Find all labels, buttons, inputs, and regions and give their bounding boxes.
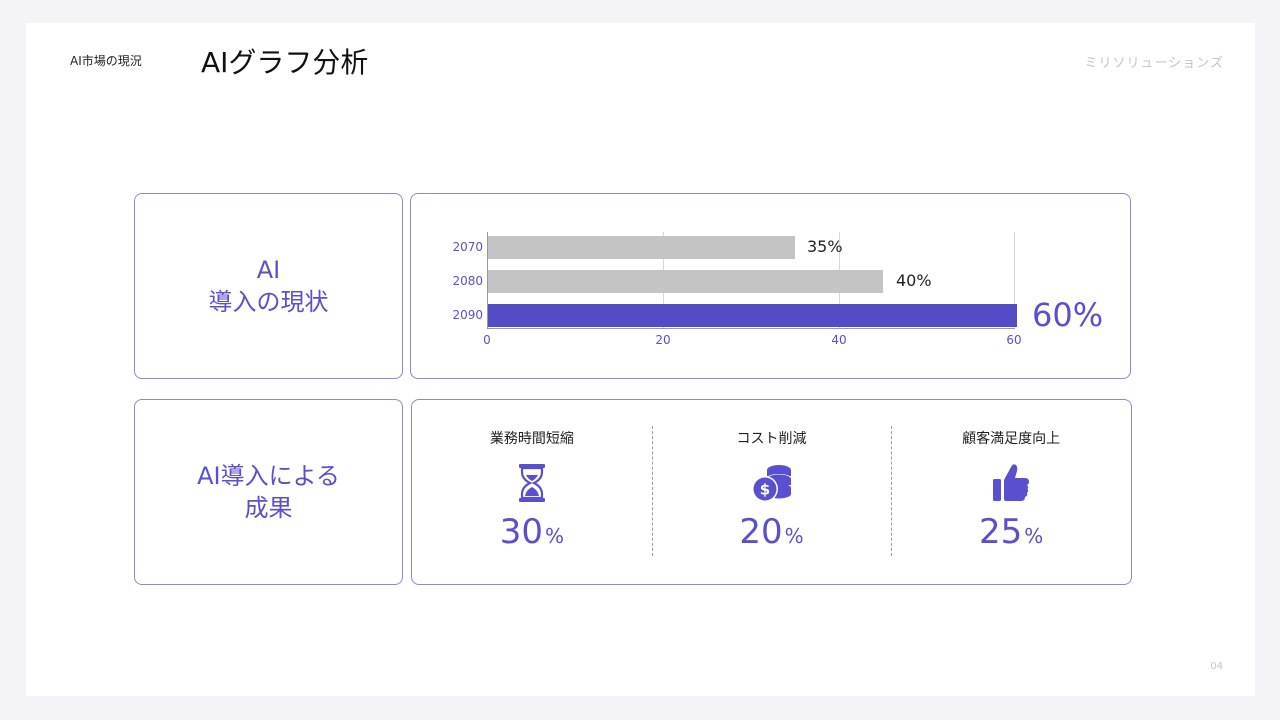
- bar-chart: 35% 40% 60% 2070 2080 2090 0 20 40 60: [452, 232, 1103, 347]
- slide: AI市場の現況 AIグラフ分析 ミリソリューションズ AI 導入の現状 35% …: [26, 23, 1255, 696]
- status-label-line1: AI: [256, 255, 281, 284]
- y-tick-2070: 2070: [452, 240, 483, 254]
- hourglass-icon: [517, 462, 547, 504]
- metric-number: 25: [979, 512, 1023, 552]
- metric-title: 顧客満足度向上: [962, 431, 1061, 447]
- svg-text:$: $: [759, 481, 769, 499]
- y-axis: [487, 232, 488, 329]
- x-tick-0: 0: [483, 333, 491, 347]
- metric-value: 30%: [500, 512, 564, 552]
- page-number: 04: [1210, 661, 1223, 672]
- metric-unit: %: [784, 524, 804, 548]
- section-label: AI市場の現況: [70, 54, 142, 68]
- metric-title: 業務時間短縮: [489, 431, 574, 447]
- results-label-card: AI導入による 成果: [134, 399, 403, 585]
- y-tick-2090: 2090: [452, 308, 483, 322]
- bar-label-2090: 60%: [1032, 296, 1104, 334]
- bar-2080: [487, 270, 883, 293]
- results-label-line2: 成果: [244, 494, 293, 522]
- brand-name: ミリソリューションズ: [1084, 56, 1224, 71]
- metric-customer-satisfaction: 顧客満足度向上 25%: [891, 400, 1131, 584]
- results-label-line1: AI導入による: [197, 461, 340, 490]
- thumbs-up-icon: [992, 462, 1030, 504]
- coins-dollar-icon: $: [751, 462, 793, 504]
- metric-number: 20: [739, 512, 783, 552]
- chart-card: 35% 40% 60% 2070 2080 2090 0 20 40 60: [410, 193, 1131, 379]
- status-label-card: AI 導入の現状: [134, 193, 403, 379]
- x-tick-60: 60: [1006, 333, 1022, 347]
- bar-2090: [487, 304, 1017, 327]
- metric-value: 20%: [739, 512, 803, 552]
- x-axis: [487, 328, 1015, 329]
- metric-time-reduction: 業務時間短縮 30%: [412, 400, 652, 584]
- metric-value: 25%: [979, 512, 1043, 552]
- x-tick-40: 40: [831, 333, 847, 347]
- metric-unit: %: [544, 524, 564, 548]
- status-label-line2: 導入の現状: [208, 288, 329, 316]
- metric-title: コスト削減: [736, 431, 807, 447]
- bar-label-2080: 40%: [896, 271, 932, 290]
- results-card: 業務時間短縮 30% コスト削減: [411, 399, 1132, 585]
- bar-label-2070: 35%: [807, 237, 843, 256]
- metric-number: 30: [499, 512, 543, 552]
- x-tick-20: 20: [655, 333, 671, 347]
- metric-unit: %: [1024, 524, 1044, 548]
- gridline-60: [1014, 232, 1015, 329]
- y-tick-2080: 2080: [452, 274, 483, 288]
- metric-cost-reduction: コスト削減 $ 20%: [651, 400, 892, 584]
- page-title: AIグラフ分析: [201, 46, 369, 79]
- bar-2070: [487, 236, 795, 259]
